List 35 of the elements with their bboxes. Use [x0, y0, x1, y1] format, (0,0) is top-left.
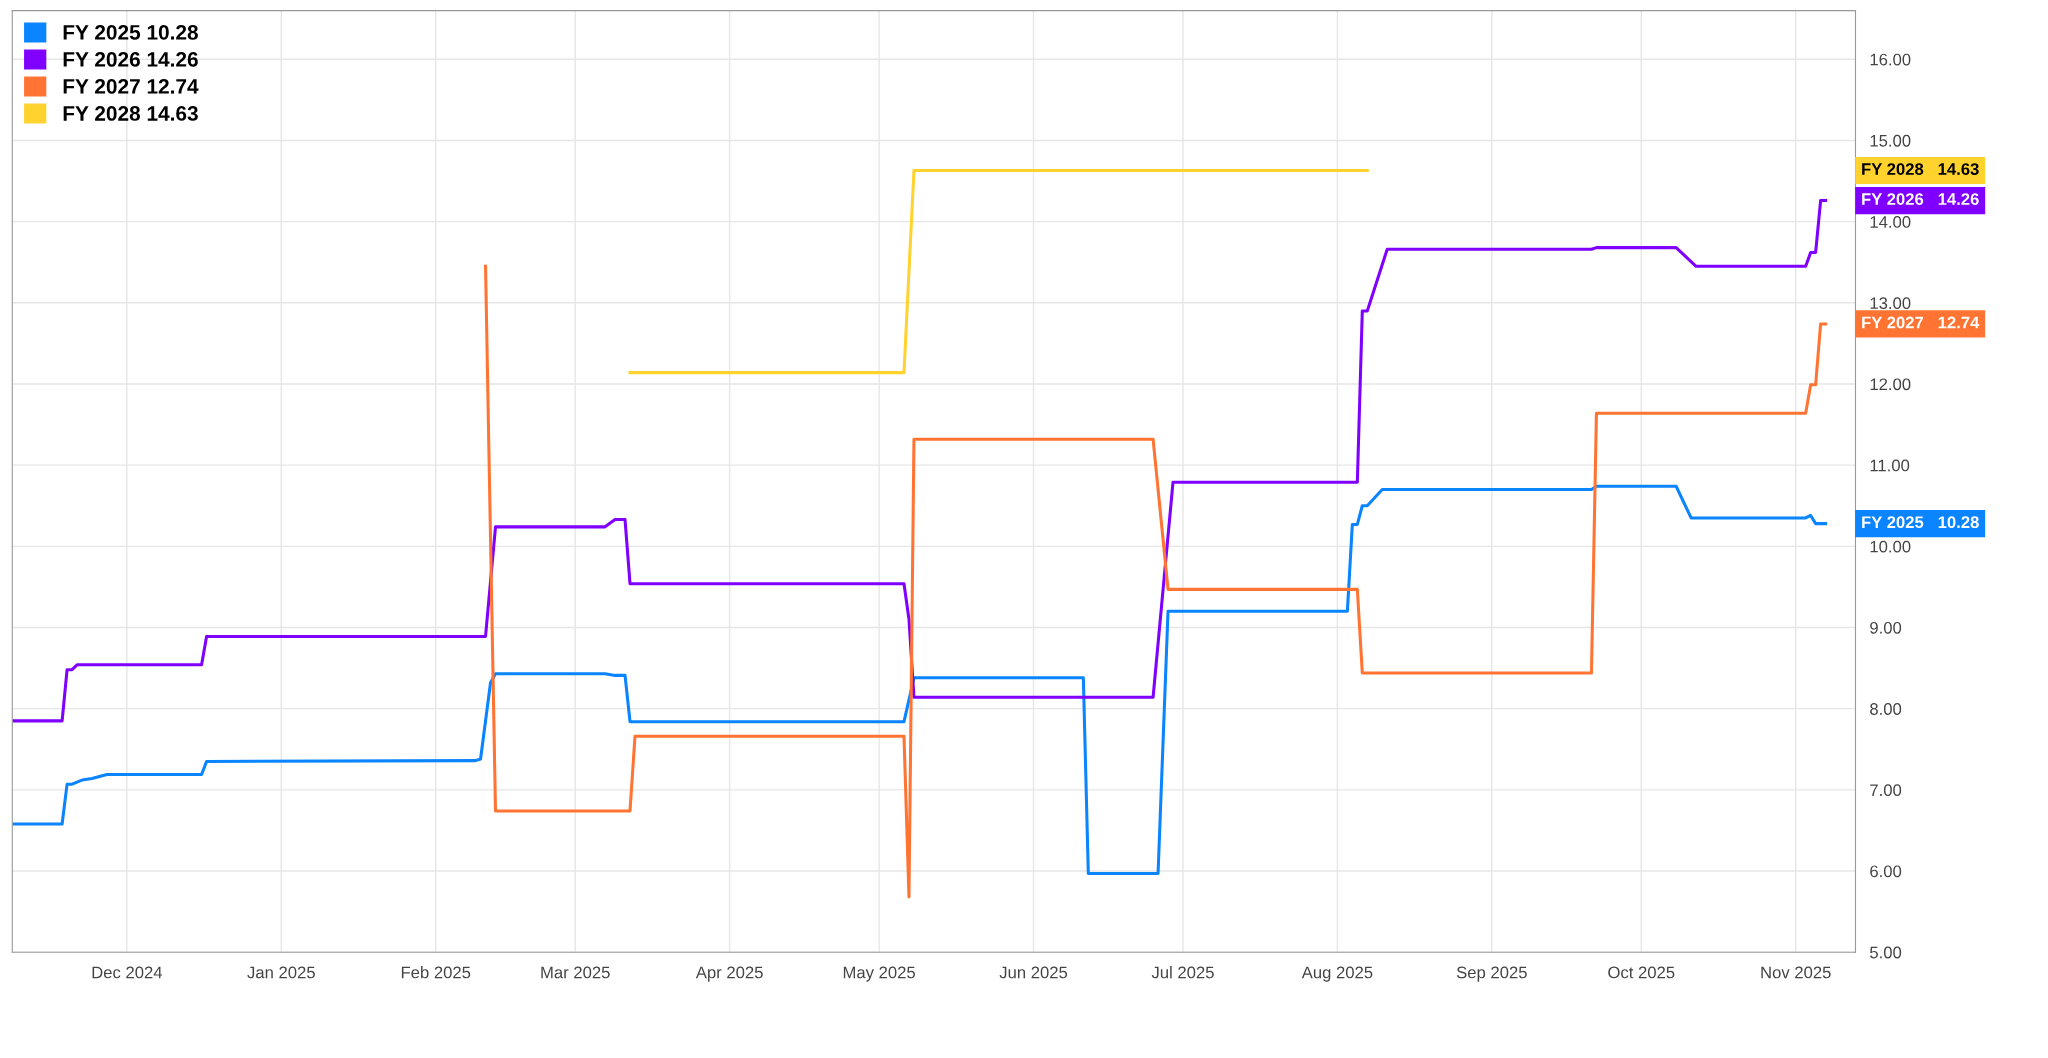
- y-tick-label: 10.00: [1870, 540, 1911, 553]
- x-tick-label: May 2025: [843, 966, 915, 982]
- line-series: [12, 199, 1828, 723]
- x-tick-label: Dec 2024: [92, 966, 163, 979]
- y-tick-label: 7.00: [1870, 784, 1902, 797]
- x-tick-label: Apr 2025: [695, 966, 763, 982]
- x-tick-label: Sep 2025: [1456, 966, 1527, 982]
- x-tick-label: Oct 2025: [1608, 966, 1675, 979]
- line-series: [12, 484, 1828, 875]
- y-tick-label: 16.00: [1870, 53, 1911, 66]
- line-series: [484, 264, 1828, 899]
- x-tick-label: Jan 2025: [247, 966, 315, 979]
- text: FY 2025 10.28: [1862, 516, 1979, 529]
- y-tick-label: 6.00: [1870, 865, 1902, 878]
- text: FY 2026 14.26: [1862, 193, 1979, 205]
- x-tick-label: Feb 2025: [401, 966, 471, 979]
- y-tick-label: 14.00: [1870, 216, 1911, 228]
- y-tick-label: 15.00: [1870, 134, 1911, 147]
- x-tick-label: Mar 2025: [541, 966, 610, 979]
- legend-label: FY 2028 14.63: [63, 106, 198, 121]
- y-tick-label: 8.00: [1870, 703, 1902, 715]
- legend-label: FY 2025 10.28: [63, 24, 198, 40]
- legend-label: FY 2027 12.74: [63, 79, 199, 94]
- x-tick-label: Aug 2025: [1301, 966, 1373, 982]
- y-tick-label: 13.00: [1870, 297, 1911, 310]
- y-tick-label: 11.00: [1870, 459, 1910, 472]
- text: FY 2027 12.74: [1862, 316, 1980, 329]
- y-tick-label: 12.00: [1870, 378, 1911, 391]
- text: FY 2028 14.63: [1862, 163, 1979, 175]
- y-tick-label: 9.00: [1870, 621, 1902, 634]
- x-tick-label: Jun 2025: [999, 966, 1068, 979]
- x-tick-label: Jul 2025: [1151, 966, 1214, 979]
- x-tick-label: Nov 2025: [1761, 966, 1831, 979]
- legend-label: FY 2026 14.26: [63, 52, 198, 67]
- y-tick-label: 5.00: [1870, 946, 1902, 959]
